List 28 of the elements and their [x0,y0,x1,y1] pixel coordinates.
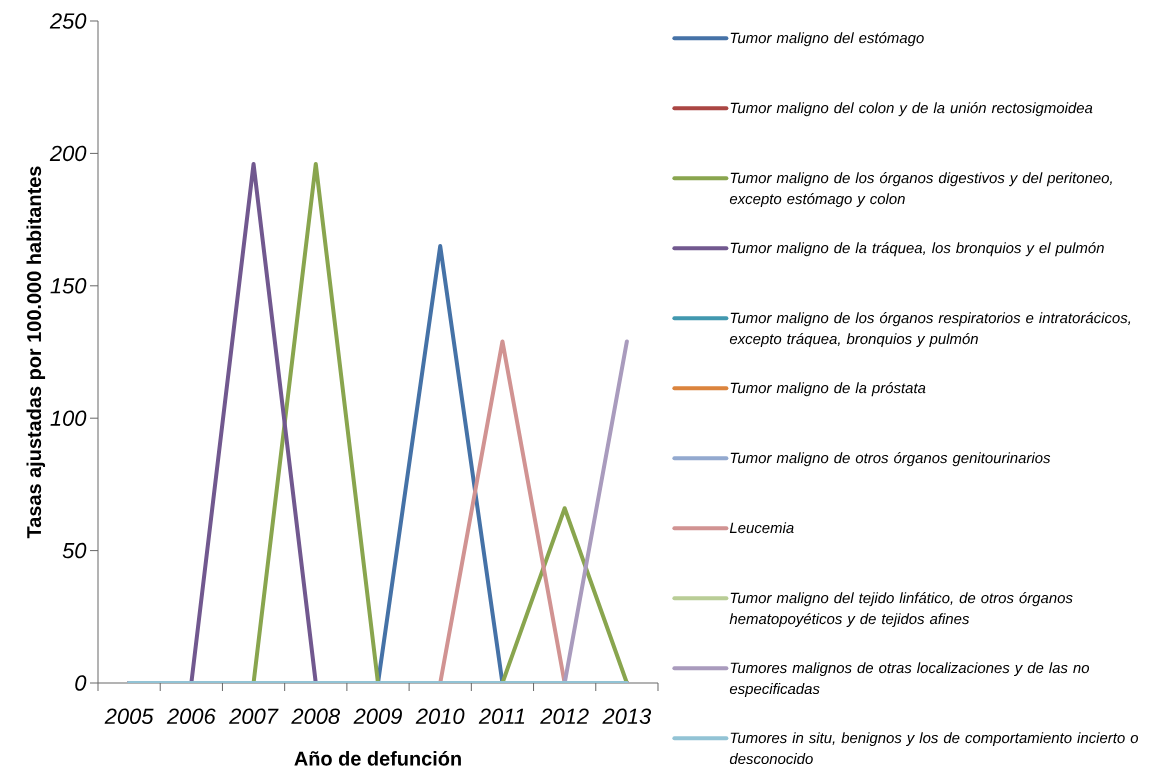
y-tick-label: 150 [50,278,87,294]
legend-label: Tumores in situ, benignos y los de comportamiento incierto o desconocido [729,732,1139,765]
legend-label: Tumor maligno de los órganos respiratorios e intratorácicos, excepto tráquea, bronquios y pulmón [729,312,1131,348]
x-tick-label: 2008 [291,708,341,725]
legend-label: Tumor maligno de los órganos digestivos y del peritoneo, excepto estómago y colon [729,172,1112,208]
legend-label: Tumor maligno del tejido linfático, de otros órganos hematopoyéticos y de tejidos afines [729,592,1073,628]
x-tick-label: 2012 [540,708,589,725]
x-tick-label: 2006 [166,708,216,725]
y-tick-label: 250 [49,13,87,29]
x-tick-label: 2009 [353,708,402,725]
y-axis-title: Tasas ajustadas por 100.000 habitantes [26,166,46,539]
x-tick-label: 2007 [229,708,279,725]
legend-label: Tumor maligno de la tráquea, los bronquios y el pulmón [730,242,1104,257]
legend-label: Tumor maligno de otros órganos genitourinarios [730,452,1051,467]
x-tick-label: 2013 [602,708,652,725]
legend-label: Tumor maligno del estómago [730,32,924,47]
legend-label: Leucemia [729,522,794,534]
y-tick-label: 50 [62,542,87,559]
legend-label: Tumor maligno del colon y de la unión rectosigmoidea [730,102,1093,117]
x-tick-label: 2005 [104,708,154,725]
y-tick-label: 100 [50,410,87,426]
x-axis-title: Año de defunción [294,750,461,766]
y-tick-label: 0 [75,675,87,691]
x-tick-label: 2011 [478,708,525,725]
legend-label: Tumores malignos de otras localizaciones y de las no especificadas [729,662,1090,698]
x-tick-label: 2010 [415,708,465,725]
y-tick-label: 200 [49,145,87,162]
legend-label: Tumor maligno de la próstata [730,382,926,397]
